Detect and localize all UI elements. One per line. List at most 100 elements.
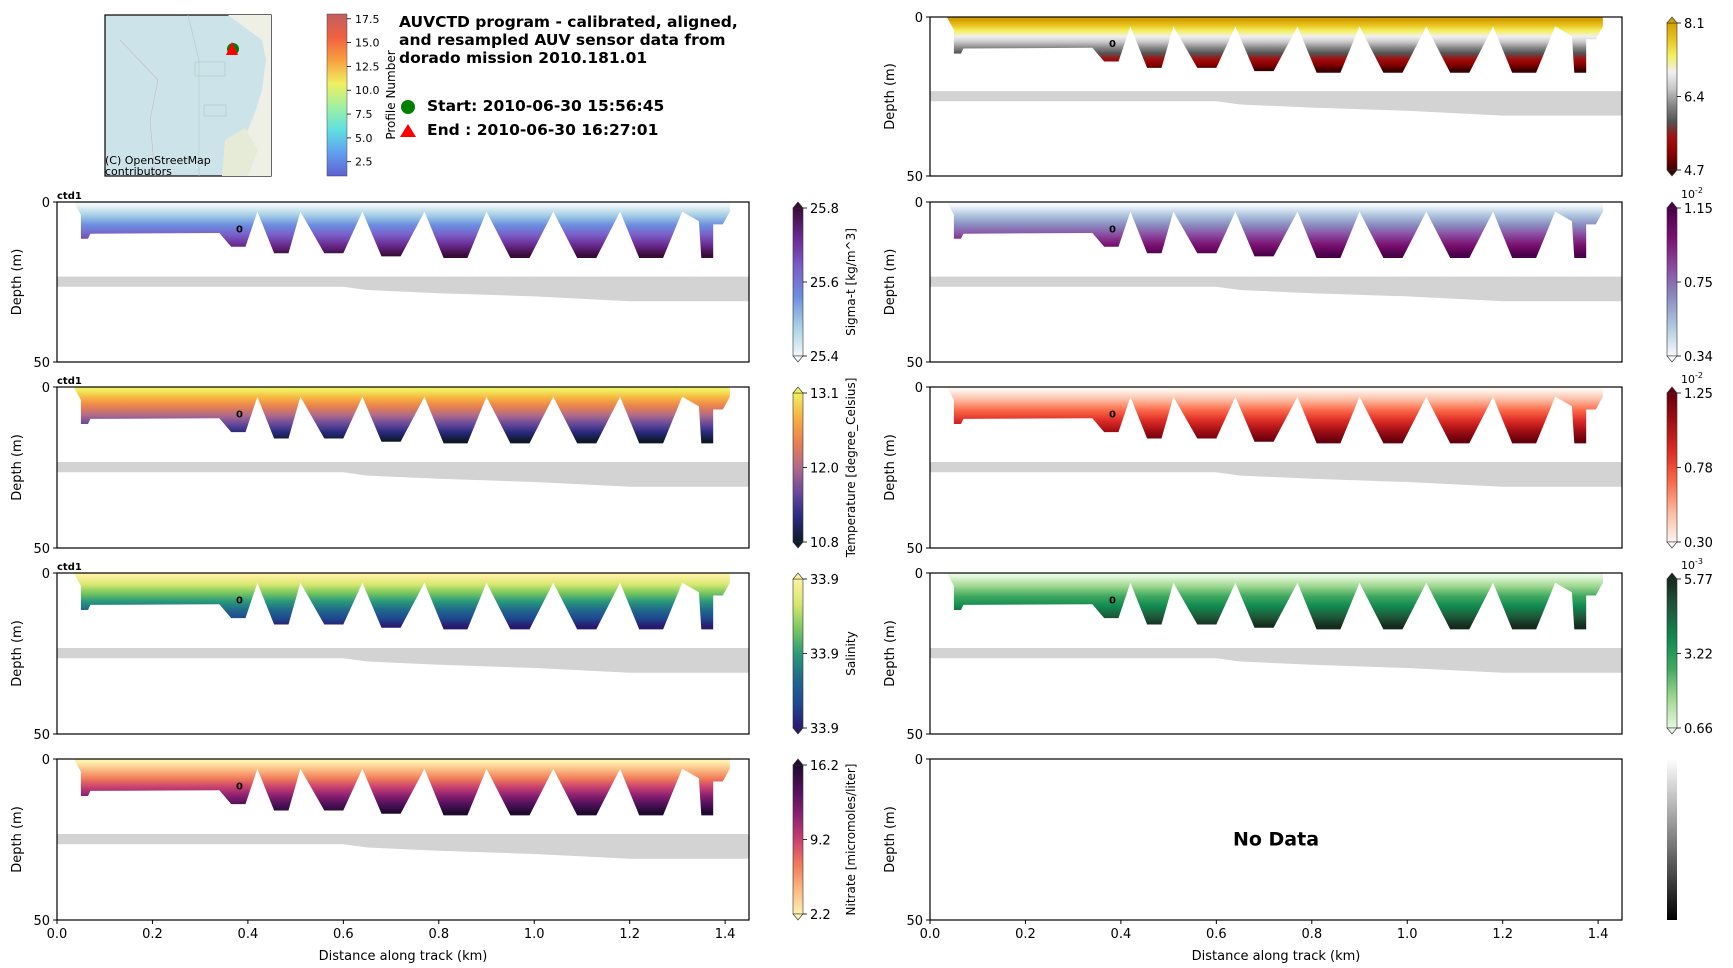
colorbar-exponent: 10-2: [1681, 186, 1703, 201]
profile-number-label: 0: [236, 596, 243, 607]
profile-number-label: 0: [236, 224, 243, 235]
header: AUVCTD program - calibrated, aligned, an…: [399, 13, 738, 139]
x-axis-label: Distance along track (km): [319, 949, 488, 964]
colorbar-extend-min: [792, 913, 804, 921]
colorbar-label: Temperature [degree_Celsius]: [844, 378, 858, 559]
panel-sigma-t: 0 ctd1 0 50 Depth (m) 25.8 25.6 25.4 Sigma-t [kg…: [10, 191, 858, 371]
x-tick-label: 0.4: [238, 927, 259, 942]
data-section: [946, 573, 1603, 630]
colorbar-tick-label: 9.2: [810, 834, 831, 849]
panel-salinity: 0 ctd1 0 50 Depth (m) 33.9 33.9 33.9 Salinity: [10, 562, 858, 743]
colorbar-label: Nitrate [micromoles/liter]: [844, 764, 858, 916]
start-label: Start: 2010-06-30 15:56:45: [427, 97, 664, 115]
profile-number-label: 0: [1109, 39, 1116, 50]
colorbar-ramp: [1666, 207, 1678, 357]
data-section: [946, 387, 1603, 444]
y-axis-label: Depth (m): [10, 434, 25, 501]
profile-colorbar-ramp: [326, 13, 348, 177]
colorbar-extend-min: [792, 355, 804, 363]
colorbar-extend-max: [792, 572, 804, 580]
colorbar-tick-label: 16.2: [810, 759, 839, 774]
colorbar-ramp: [792, 207, 804, 357]
colorbar-extend-min: [1666, 355, 1678, 363]
data-section: [73, 202, 730, 258]
colorbar-extend-max: [792, 758, 804, 766]
bathymetry: [57, 462, 749, 487]
title-line-2: and resampled AUV sensor data from: [399, 31, 726, 49]
data-section: [73, 759, 730, 816]
map-inset: (C) OpenStreetMap contributors: [104, 14, 272, 178]
x-axis-label: Distance along track (km): [1192, 949, 1361, 964]
profile-number-label: 0: [1109, 410, 1116, 421]
data-section: [946, 17, 1603, 73]
profile-number-label: 0: [236, 410, 243, 421]
map-attribution-line1: (C) OpenStreetMap: [105, 154, 211, 167]
no-data-label: No Data: [1233, 829, 1319, 851]
instrument-label: ctd1: [57, 562, 82, 573]
colorbar-temperature: 13.1 12.0 10.8 Temperature [degree_Celsius]: [792, 378, 858, 559]
y-tick-label: 0: [915, 196, 923, 211]
colorbar-tick-label: 10.8: [810, 536, 839, 551]
axes-frame: [929, 16, 1623, 177]
colorbar-label: Sigma-t [kg/m^3]: [844, 228, 858, 336]
axes-frame: [56, 758, 750, 921]
colorbar-ramp: [792, 392, 804, 543]
colorbar-tick-label: 8.1: [1684, 17, 1705, 32]
colorbar-extend-min: [1666, 541, 1678, 549]
bathymetry: [930, 462, 1622, 487]
map-land: [228, 15, 271, 176]
colorbar-extend-min: [1666, 727, 1678, 735]
map-attribution-line2: contributors: [105, 165, 172, 178]
colorbar-tick-label: 13.1: [810, 387, 839, 402]
colorbar-ramp: [1666, 578, 1678, 729]
colorbar-extend-max: [1666, 16, 1678, 24]
colorbar-tick-label: 0.75: [1684, 276, 1713, 291]
bathymetry: [57, 834, 749, 859]
axes-frame: [56, 572, 750, 735]
colorbar-tick-label: 6.4: [1684, 91, 1705, 106]
profile-colorbar-tick-label: 5.0: [355, 132, 373, 145]
x-tick-label: 1.4: [715, 927, 736, 942]
profile-number-label: 0: [1109, 596, 1116, 607]
y-axis-label: Depth (m): [883, 620, 898, 687]
y-tick-label: 0: [915, 567, 923, 582]
colorbar-extend-min: [792, 541, 804, 549]
colorbar-exponent: 10-3: [1681, 557, 1703, 572]
x-tick-label: 0.2: [142, 927, 163, 942]
axes-frame: [929, 386, 1623, 549]
y-axis-label: Depth (m): [883, 249, 898, 316]
y-tick-label: 0: [915, 11, 923, 26]
colorbar-extend-min: [792, 727, 804, 735]
y-axis-label: Depth (m): [10, 249, 25, 316]
y-tick-label: 0: [42, 196, 50, 211]
data-section: [73, 573, 730, 630]
colorbar-ramp: [792, 578, 804, 729]
x-tick-label: 1.2: [1492, 927, 1513, 942]
axes-frame: [929, 758, 1623, 921]
title-line-3: dorado mission 2010.181.01: [399, 49, 647, 67]
y-tick-label: 50: [906, 170, 923, 185]
profile-number-label: 0: [1109, 224, 1116, 235]
data-section: [946, 202, 1603, 258]
bathymetry: [57, 648, 749, 673]
colorbar-sigma-t: 25.8 25.6 25.4 Sigma-t [kg/m^3]: [792, 201, 858, 365]
colorbar-biolume: Biolume: [1667, 759, 1677, 920]
y-tick-label: 0: [42, 567, 50, 582]
end-marker-map: [226, 42, 238, 55]
colorbar-ramp: [792, 764, 804, 915]
colorbar-ramp: [1666, 392, 1678, 543]
colorbar-tick-label: 2.2: [810, 908, 831, 923]
y-tick-label: 50: [33, 542, 50, 557]
colorbar-tick-label: 33.9: [810, 648, 839, 663]
profile-colorbar-tick-label: 2.5: [355, 156, 373, 169]
axes-frame: [56, 201, 750, 363]
bathymetry: [930, 91, 1622, 116]
colorbar-extend-max: [1666, 386, 1678, 394]
x-tick-label: 0.2: [1015, 927, 1036, 942]
colorbar-exponent: 10-2: [1681, 371, 1703, 386]
instrument-label: ctd1: [57, 191, 82, 202]
end-marker-legend: [400, 124, 416, 137]
